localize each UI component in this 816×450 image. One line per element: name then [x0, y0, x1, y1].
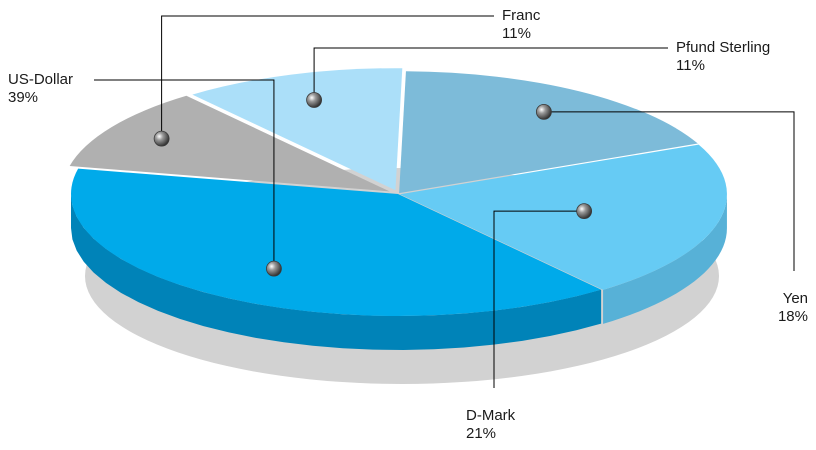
slice-value-d-mark: 21%: [466, 425, 496, 442]
pie-sides: [71, 194, 727, 350]
slice-marker-yen: [535, 103, 552, 120]
leader-line-d-mark: [493, 210, 588, 388]
slice-marker-pfund-sterling: [306, 92, 322, 108]
leader-line-franc: [161, 15, 494, 137]
pie-slice-us-dollar: [71, 168, 602, 317]
slice-label-yen: Yen: [783, 290, 808, 307]
leader-line-pfund-sterling: [313, 47, 668, 99]
slice-label-us-dollar: US-Dollar: [8, 71, 73, 88]
leader-line-us-dollar: [94, 79, 275, 267]
slice-label-pfund-sterling: Pfund Sterling: [676, 39, 770, 56]
pie-side-us-dollar: [71, 194, 602, 350]
pie-slice-franc: [69, 95, 390, 192]
slice-marker-us-dollar: [266, 260, 282, 277]
slice-label-d-mark: D-Mark: [466, 407, 516, 424]
slice-label-franc: Franc: [502, 7, 541, 24]
pie-slice-pfund-sterling: [192, 68, 403, 191]
pie-tops: [69, 68, 727, 317]
leader-lines: [94, 15, 795, 388]
slice-value-pfund-sterling: 11%: [676, 57, 705, 74]
leader-line-yen: [546, 111, 795, 271]
pie-slice-d-mark: [399, 144, 727, 290]
pie-side-d-mark: [603, 194, 727, 324]
slice-value-franc: 11%: [502, 25, 531, 42]
slice-value-yen: 18%: [778, 308, 808, 325]
slice-marker-d-mark: [576, 203, 593, 220]
slice-markers: [153, 92, 593, 277]
slice-value-us-dollar: 39%: [8, 89, 38, 106]
slice-marker-franc: [153, 130, 170, 147]
pie-slice-yen: [399, 71, 698, 194]
